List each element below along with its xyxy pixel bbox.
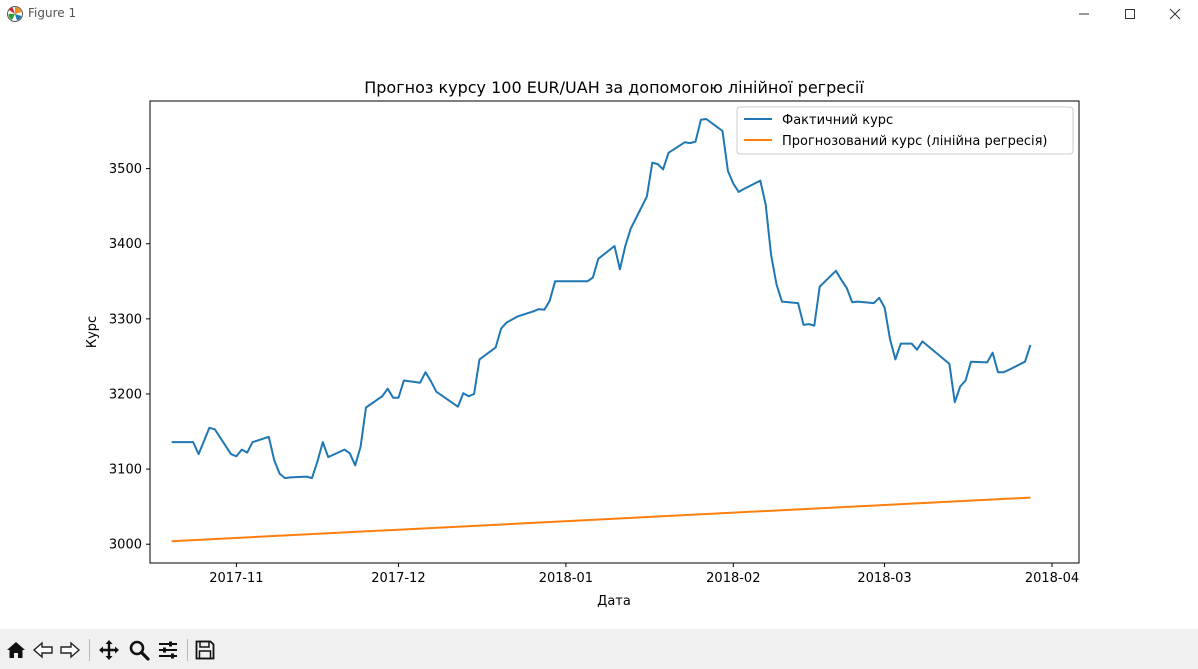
chart-title: Прогноз курсу 100 EUR/UAH за допомогою л…	[364, 78, 864, 97]
y-tick-label: 3000	[109, 538, 142, 553]
legend-box	[736, 106, 1074, 155]
y-axis-label: Курс	[85, 316, 100, 348]
x-tick-label: 2018-01	[539, 571, 593, 586]
configure-subplots-button[interactable]	[155, 637, 181, 663]
line-chart: Прогноз курсу 100 EUR/UAH за допомогою л…	[85, 78, 1080, 609]
window-titlebar: Figure 1	[0, 0, 1198, 29]
toolbar-separator	[187, 639, 188, 661]
maximize-button[interactable]	[1107, 0, 1153, 28]
x-tick-label: 2018-04	[1025, 571, 1079, 586]
x-axis-label: Дата	[597, 594, 631, 609]
window-title: Figure 1	[28, 6, 77, 20]
y-tick-label: 3100	[109, 463, 142, 478]
plot-frame	[149, 100, 1080, 564]
legend-label-actual: Фактичний курс	[782, 113, 893, 128]
series-line-predicted	[171, 496, 1031, 543]
configure-subplots-icon	[159, 641, 177, 659]
pan-button[interactable]	[96, 637, 122, 663]
y-tick-label: 3400	[109, 237, 142, 252]
home-icon	[7, 642, 25, 658]
back-arrow-icon	[32, 641, 53, 659]
save-icon	[195, 640, 215, 660]
x-tick-label: 2018-02	[706, 571, 760, 586]
x-tick-label: 2018-03	[857, 571, 911, 586]
home-button[interactable]	[3, 637, 29, 663]
zoom-button[interactable]	[126, 637, 152, 663]
close-button[interactable]	[1152, 0, 1198, 28]
maximize-icon	[1125, 9, 1135, 19]
x-tick-label: 2017-11	[209, 571, 263, 586]
series-line-actual	[171, 118, 1032, 480]
y-tick-label: 3200	[109, 387, 142, 402]
y-tick-label: 3300	[109, 312, 142, 327]
y-tick-label: 3500	[109, 162, 142, 177]
minimize-icon	[1079, 13, 1089, 15]
back-button[interactable]	[30, 637, 56, 663]
save-button[interactable]	[192, 637, 218, 663]
toolbar-separator	[89, 639, 90, 661]
navigation-toolbar	[0, 629, 1198, 669]
legend: Фактичний курс Прогнозований курс (ліній…	[736, 106, 1074, 155]
x-tick-label: 2017-12	[371, 571, 425, 586]
matplotlib-app-icon	[6, 5, 24, 23]
zoom-icon	[129, 640, 150, 661]
pan-icon	[99, 640, 119, 660]
forward-arrow-icon	[60, 641, 81, 659]
forward-button[interactable]	[57, 637, 83, 663]
close-icon	[1169, 8, 1181, 20]
figure-canvas[interactable]: Прогноз курсу 100 EUR/UAH за допомогою л…	[0, 28, 1198, 629]
legend-label-predicted: Прогнозований курс (лінійна регресія)	[782, 134, 1048, 149]
minimize-button[interactable]	[1061, 0, 1107, 28]
